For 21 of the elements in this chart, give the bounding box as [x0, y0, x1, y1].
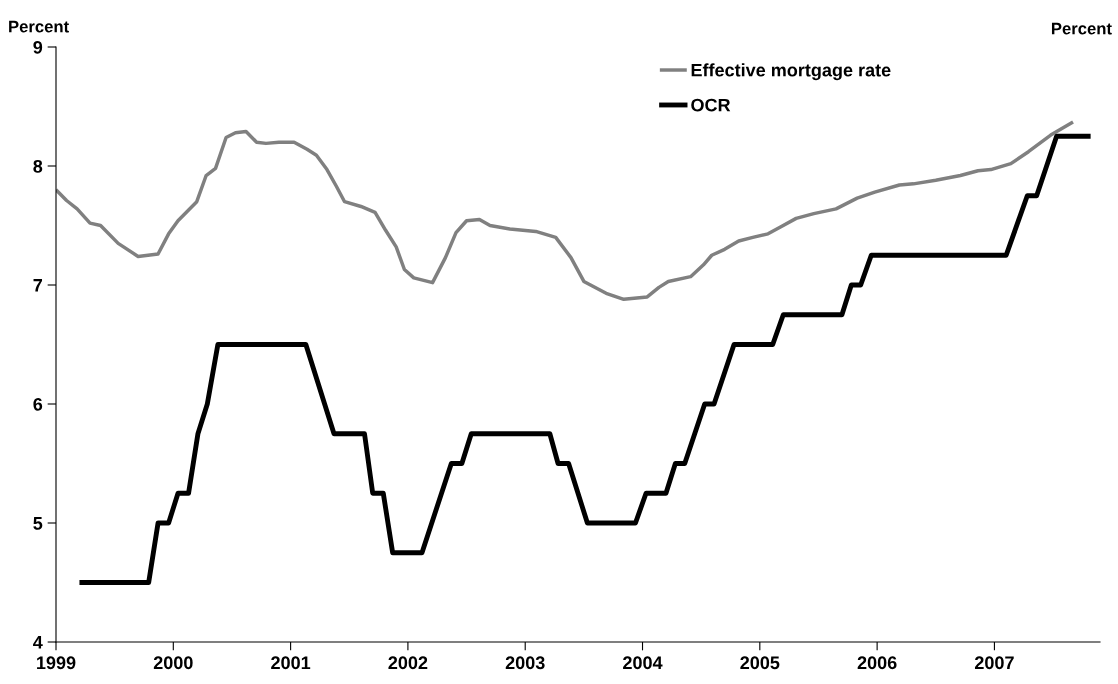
- x-tick-label: 2006: [857, 656, 897, 670]
- x-tick-label: 1999: [37, 656, 76, 670]
- x-tick-label: 2000: [153, 656, 193, 670]
- y-tick-label: 5: [33, 517, 43, 530]
- y-tick-label: 8: [33, 159, 43, 173]
- y-tick-label: 6: [33, 397, 43, 411]
- y2-axis-title: Percent: [1051, 22, 1112, 35]
- x-tick-label: 2004: [623, 656, 663, 670]
- x-tick-label: 2003: [505, 656, 545, 670]
- legend-label: OCR: [691, 98, 731, 112]
- x-tick-label: 2001: [271, 656, 311, 670]
- x-tick-label: 2002: [388, 656, 428, 670]
- line-series: [56, 120, 1075, 302]
- line-series: [77, 133, 1094, 585]
- x-tick-label: 2007: [974, 656, 1014, 670]
- y-axis-title: Percent: [9, 20, 69, 33]
- legend-label: Effective mortgage rate: [691, 63, 891, 81]
- y-tick-label: 4: [33, 636, 43, 649]
- y-tick-label: 7: [33, 279, 43, 292]
- y-tick-label: 9: [33, 40, 43, 54]
- x-tick-label: 2005: [740, 656, 780, 670]
